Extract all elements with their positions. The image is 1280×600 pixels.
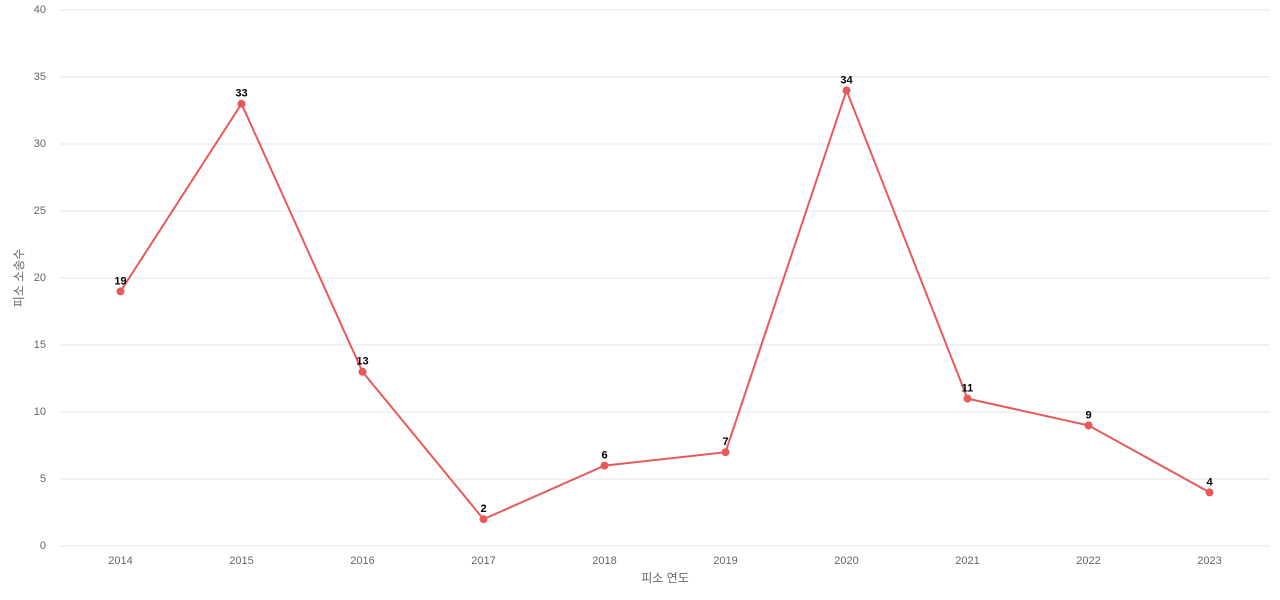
y-axis-label: 피소 소송수 xyxy=(12,249,26,308)
x-tick-label: 2016 xyxy=(350,555,374,567)
y-tick-label: 5 xyxy=(40,473,46,485)
point xyxy=(842,86,851,95)
y-tick-label: 20 xyxy=(34,272,46,284)
point xyxy=(1084,421,1093,430)
value-label: 19 xyxy=(114,275,126,287)
x-tick-label: 2015 xyxy=(229,555,253,567)
x-tick-label: 2022 xyxy=(1076,555,1100,567)
point xyxy=(963,394,972,403)
line xyxy=(119,87,1210,521)
y-tick-label: 0 xyxy=(40,540,46,552)
x-tick-label: 2018 xyxy=(592,555,616,567)
x-tick-label: 2017 xyxy=(471,555,495,567)
x-axis-label: 피소 연도 xyxy=(641,571,689,585)
value-label: 4 xyxy=(1206,476,1213,488)
x-tick-label: 2020 xyxy=(834,555,858,567)
y-tick-label: 30 xyxy=(34,138,46,150)
value-label: 34 xyxy=(840,74,853,86)
y-tick-label: 25 xyxy=(34,205,46,217)
point xyxy=(721,448,730,457)
y-tick-label: 10 xyxy=(34,406,46,418)
x-tick-label: 2023 xyxy=(1197,555,1221,567)
value-label: 13 xyxy=(356,356,368,368)
x-tick-label: 2014 xyxy=(108,555,132,567)
point xyxy=(479,515,488,524)
x-tick-label: 2019 xyxy=(713,555,737,567)
value-label: 2 xyxy=(480,503,486,515)
y-tick-label: 35 xyxy=(34,71,46,83)
x-tick-label: 2021 xyxy=(955,555,979,567)
y-tick-label: 15 xyxy=(34,339,46,351)
value-label: 7 xyxy=(722,436,728,448)
value-label: 6 xyxy=(601,450,607,462)
point xyxy=(358,367,367,376)
value-label: 9 xyxy=(1085,409,1091,421)
point xyxy=(116,287,125,296)
point xyxy=(1205,488,1214,497)
point xyxy=(600,461,609,470)
point xyxy=(237,99,246,108)
value-label: 33 xyxy=(235,88,247,100)
y-tick-label: 40 xyxy=(34,4,46,16)
value-label: 11 xyxy=(962,383,974,395)
